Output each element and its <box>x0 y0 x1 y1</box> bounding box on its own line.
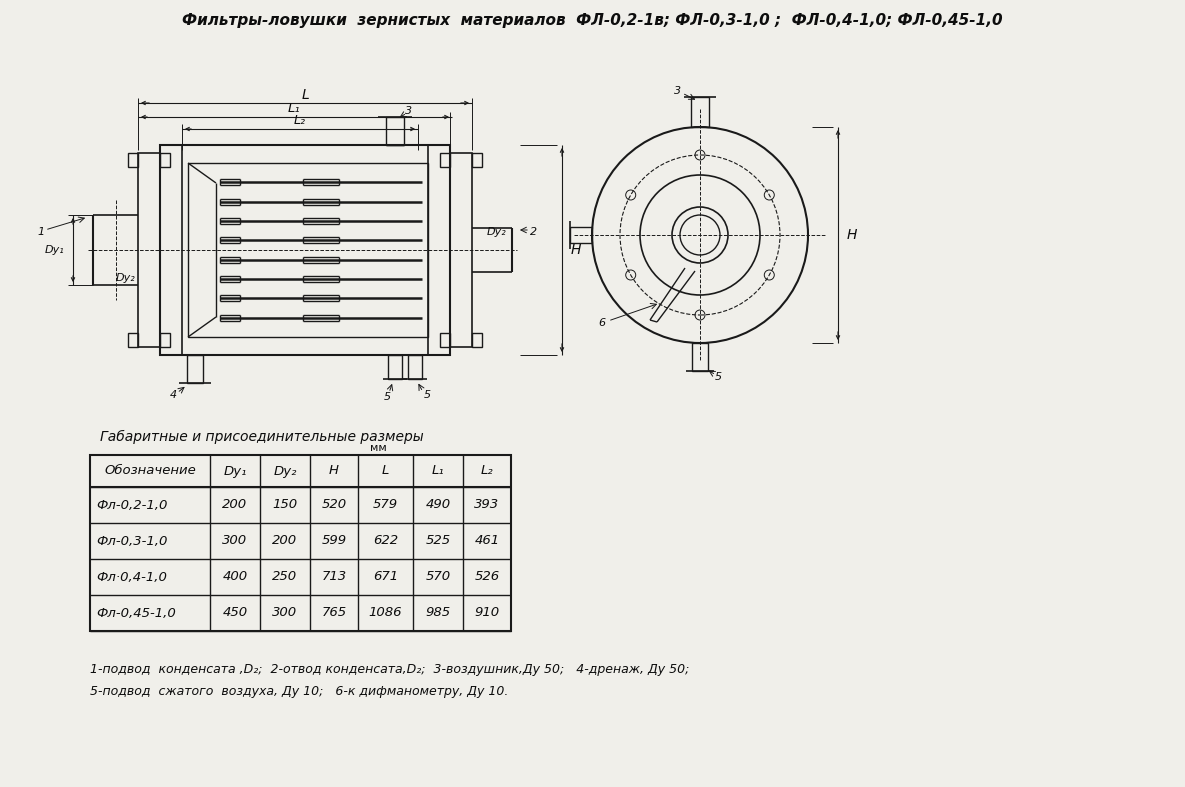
Text: 5: 5 <box>384 392 391 402</box>
Text: 3: 3 <box>674 86 681 96</box>
Text: Обозначение: Обозначение <box>104 464 196 478</box>
Text: 300: 300 <box>223 534 248 548</box>
Text: 1: 1 <box>38 227 45 237</box>
Bar <box>692 343 707 371</box>
Text: 450: 450 <box>223 607 248 619</box>
Bar <box>187 355 203 383</box>
Bar <box>386 117 404 145</box>
Text: мм: мм <box>370 443 386 453</box>
Text: Dу₂: Dу₂ <box>487 227 507 237</box>
Text: 1086: 1086 <box>369 607 402 619</box>
Text: 5: 5 <box>423 390 430 400</box>
Bar <box>90 455 511 631</box>
Text: 579: 579 <box>373 498 398 512</box>
Text: 6: 6 <box>598 318 606 328</box>
Bar <box>160 333 169 347</box>
Text: 765: 765 <box>321 607 346 619</box>
Text: L₂: L₂ <box>481 464 493 478</box>
Text: 1-подвод  конденсата ,D₂;  2-отвод конденсата,D₂;  3-воздушник,Ду 50;   4-дренаж: 1-подвод конденсата ,D₂; 2-отвод конденс… <box>90 663 690 675</box>
Text: 671: 671 <box>373 571 398 583</box>
Bar <box>472 153 482 167</box>
Text: L₁: L₁ <box>431 464 444 478</box>
Bar <box>570 227 592 243</box>
Text: 4: 4 <box>169 390 177 400</box>
Bar <box>128 153 137 167</box>
Text: 461: 461 <box>474 534 500 548</box>
Text: Dy₁: Dy₁ <box>45 245 65 255</box>
Text: H: H <box>847 228 857 242</box>
Text: 3: 3 <box>405 106 412 116</box>
Bar <box>137 153 160 347</box>
Text: 150: 150 <box>273 498 297 512</box>
Text: L₁: L₁ <box>288 102 300 116</box>
Text: 200: 200 <box>273 534 297 548</box>
Text: Фл·0,4-1,0: Фл·0,4-1,0 <box>96 571 167 583</box>
Text: 985: 985 <box>425 607 450 619</box>
Text: 2: 2 <box>531 227 538 237</box>
Text: 520: 520 <box>321 498 346 512</box>
Text: L: L <box>382 464 389 478</box>
Text: 599: 599 <box>321 534 346 548</box>
Text: 526: 526 <box>474 571 500 583</box>
Bar <box>160 145 450 355</box>
Text: 250: 250 <box>273 571 297 583</box>
Text: 570: 570 <box>425 571 450 583</box>
Text: 525: 525 <box>425 534 450 548</box>
Text: Фл-0,3-1,0: Фл-0,3-1,0 <box>96 534 167 548</box>
Bar <box>472 333 482 347</box>
Text: H: H <box>571 243 581 257</box>
Bar <box>440 333 450 347</box>
Text: 490: 490 <box>425 498 450 512</box>
Bar <box>188 163 428 337</box>
Text: 713: 713 <box>321 571 346 583</box>
Text: 200: 200 <box>223 498 248 512</box>
Text: Dу₂: Dу₂ <box>116 273 136 283</box>
Bar <box>450 153 472 347</box>
Text: H: H <box>329 464 339 478</box>
Bar <box>440 153 450 167</box>
Text: Фл-0,2-1,0: Фл-0,2-1,0 <box>96 498 167 512</box>
Text: 400: 400 <box>223 571 248 583</box>
Text: Dy₁: Dy₁ <box>223 464 246 478</box>
Text: 622: 622 <box>373 534 398 548</box>
Text: 5-подвод  сжатого  воздуха, Ду 10;   6-к дифманометру, Ду 10.: 5-подвод сжатого воздуха, Ду 10; 6-к диф… <box>90 685 508 697</box>
Bar <box>408 355 422 379</box>
Text: Фл-0,45-1,0: Фл-0,45-1,0 <box>96 607 175 619</box>
Bar <box>691 97 709 127</box>
Text: 910: 910 <box>474 607 500 619</box>
Bar <box>387 355 402 379</box>
Text: L: L <box>301 88 309 102</box>
Bar <box>160 153 169 167</box>
Text: Dy₂: Dy₂ <box>274 464 296 478</box>
Text: 300: 300 <box>273 607 297 619</box>
Text: 393: 393 <box>474 498 500 512</box>
Text: 5: 5 <box>715 372 722 382</box>
Text: Габаритные и присоединительные размеры: Габаритные и присоединительные размеры <box>100 430 424 444</box>
Bar <box>128 333 137 347</box>
Text: L₂: L₂ <box>294 114 306 127</box>
Text: Фильтры-ловушки  зернистых  материалов  ФЛ-0,2-1в; ФЛ-0,3-1,0 ;  ФЛ-0,4-1,0; ФЛ-: Фильтры-ловушки зернистых материалов ФЛ-… <box>181 13 1003 28</box>
